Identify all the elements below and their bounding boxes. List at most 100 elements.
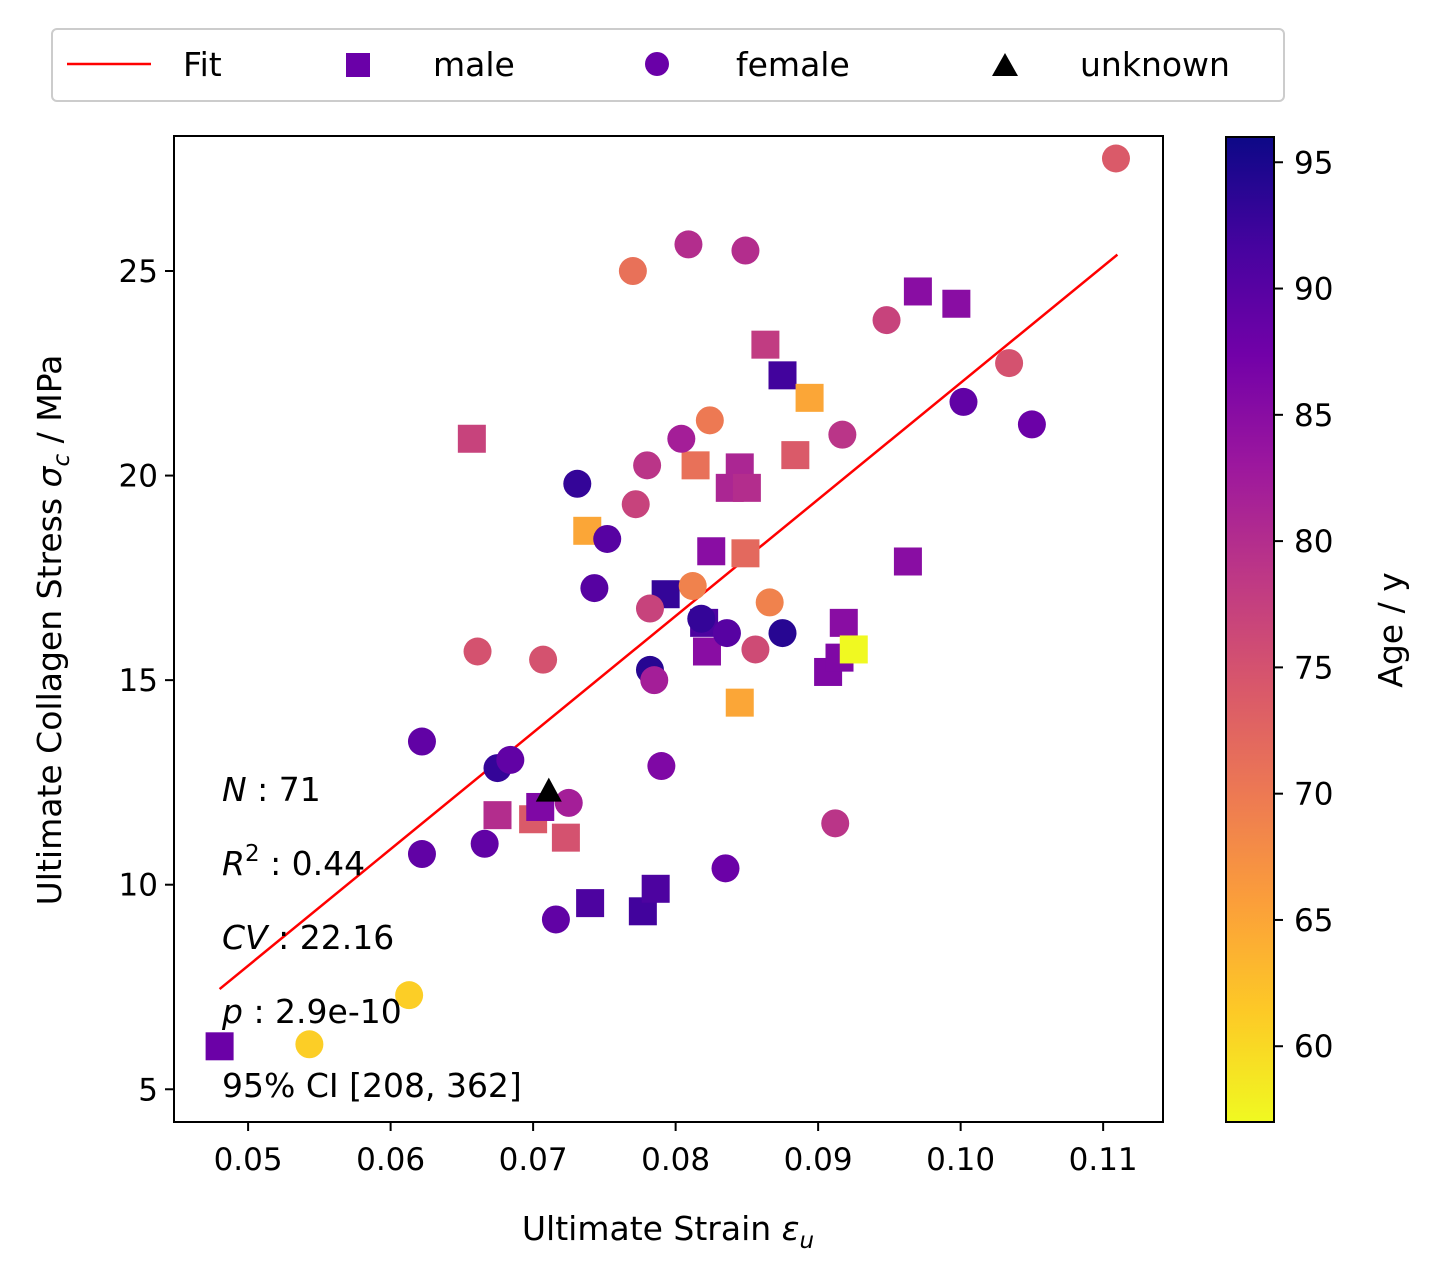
female-point [470,829,499,858]
x-tick-label: 0.10 [926,1142,995,1178]
x-tick-label: 0.07 [499,1142,568,1178]
legend-female-label: female [736,45,850,84]
female-point [872,306,901,335]
legend: Fit male female unknown [51,28,1285,102]
female-point [1101,144,1130,173]
points-layer [205,144,1130,1061]
female-point [395,981,424,1010]
female-point [496,745,525,774]
male-point [732,473,761,502]
colorbar-tick-label: 95 [1294,145,1333,181]
plot-area [174,136,1163,1122]
male-point [457,424,486,453]
female-point [554,788,583,817]
male-point [576,889,605,918]
male-point [551,823,580,852]
colorbar: 60 65 70 75 80 85 90 95 Age / y [1225,136,1410,1123]
male-point [205,1032,234,1061]
legend-unknown-label: unknown [1080,45,1230,84]
colorbar-tick-label: 80 [1294,524,1333,560]
female-point [821,809,850,838]
female-point [712,619,741,648]
male-point [839,635,868,664]
female-point [731,236,760,265]
female-point [593,524,622,553]
female-point [640,666,669,695]
female-point [563,469,592,498]
male-point [829,608,858,637]
female-point [541,905,570,934]
male-point [942,289,971,318]
x-tick-label: 0.06 [356,1142,425,1178]
female-point [407,840,436,869]
stat-p: p : 2.9e-10 [221,992,402,1031]
female-point [949,387,978,416]
male-point [641,874,670,903]
female-point [995,349,1024,378]
legend-unknown-swatch [992,53,1018,76]
female-point [711,854,740,883]
fit-line [218,253,1119,991]
y-tick-label: 25 [119,254,158,290]
colorbar-tick-label: 90 [1294,272,1333,308]
y-tick-label: 20 [119,459,158,495]
male-point [681,451,710,480]
female-point [695,406,724,435]
male-point [697,537,726,566]
legend-female-swatch [645,52,669,76]
colorbar-tick-label: 60 [1294,1029,1333,1065]
female-point [618,257,647,286]
y-tick-label: 15 [119,663,158,699]
x-tick-label: 0.05 [214,1142,283,1178]
x-axis-label: Ultimate Strain εu [522,1209,814,1254]
x-axis: 0.05 0.06 0.07 0.08 0.09 0.10 0.11 [214,1122,1138,1178]
stat-cv: CV : 22.16 [222,918,394,957]
male-point [751,330,780,359]
y-axis: 5 10 15 20 25 [119,254,174,1108]
male-point [781,441,810,470]
stat-r2: R2 : 0.44 [222,841,365,883]
female-point [755,588,784,617]
stats-annotation: N : 71 R2 : 0.44 CV : 22.16 p : 2.9e-10 … [221,770,522,1105]
colorbar-gradient [1225,136,1275,1123]
x-tick-label: 0.08 [641,1142,710,1178]
female-point [295,1030,324,1059]
female-point [1017,410,1046,439]
female-point [828,420,857,449]
female-point [741,635,770,664]
colorbar-tick-label: 65 [1294,903,1333,939]
male-point [483,801,512,830]
female-point [667,424,696,453]
x-tick-label: 0.09 [784,1142,853,1178]
colorbar-ticks: 60 65 70 75 80 85 90 95 [1274,145,1333,1065]
female-point [463,637,492,666]
y-tick-label: 5 [138,1072,158,1108]
female-point [687,604,716,633]
male-point [725,688,754,717]
female-point [768,619,797,648]
female-point [647,752,676,781]
female-point [580,574,609,603]
fit-layer [218,253,1119,991]
colorbar-tick-label: 85 [1294,398,1333,434]
x-tick-label: 0.11 [1069,1142,1138,1178]
male-point [903,277,932,306]
female-point [674,230,703,259]
female-point [678,572,707,601]
legend-male-swatch [346,53,370,77]
male-point [893,547,922,576]
female-point [635,594,664,623]
stat-n: N : 71 [222,770,321,809]
legend-male-label: male [433,45,515,84]
legend-fit-label: Fit [183,45,222,84]
y-tick-label: 10 [119,868,158,904]
female-point [529,645,558,674]
axes-frame [173,135,1164,1123]
stat-ci: 95% CI [208, 362] [222,1066,522,1105]
male-point [795,383,824,412]
male-point [768,361,797,390]
female-point [407,727,436,756]
colorbar-label: Age / y [1371,572,1410,687]
male-point [731,539,760,568]
